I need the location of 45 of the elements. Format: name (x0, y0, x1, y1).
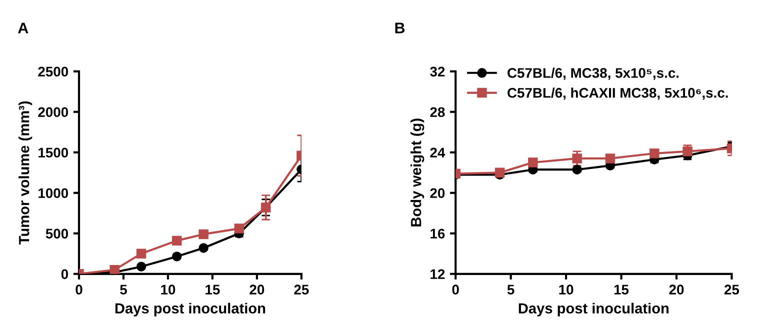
x-tick-label: 15 (206, 284, 220, 295)
y-tick-label: 24 (430, 148, 446, 158)
point (136, 248, 146, 259)
y-tick-label: 16 (430, 228, 445, 239)
x-tick-label: 25 (294, 284, 309, 295)
y-axis-title: Body weight (g) (410, 118, 424, 226)
point (650, 148, 660, 158)
point (198, 243, 208, 253)
point (605, 154, 616, 164)
chart-title: A (18, 22, 28, 34)
x-axis-title: Days post inoculation (115, 302, 266, 316)
x-tick-label: 10 (161, 284, 176, 295)
x-tick-label: 5 (507, 284, 514, 295)
y-tick-label: 32 (430, 66, 445, 77)
y-tick-label: 1500 (38, 148, 68, 158)
x-tick-label: 0 (452, 284, 459, 295)
y-tick-label: 500 (46, 228, 68, 239)
x-axis-title: Days post inoculation (518, 302, 669, 316)
point (234, 224, 244, 234)
y-tick-label: 2000 (38, 107, 68, 118)
y-tick-label: 20 (430, 188, 445, 198)
point (682, 146, 692, 156)
x-tick-label: 15 (614, 284, 629, 295)
point (494, 168, 505, 178)
y-axis-title: Tumor volume (mm³) (18, 101, 32, 244)
x-tick-label: 25 (724, 284, 740, 295)
y-tick-label: 28 (430, 107, 445, 118)
point (136, 262, 146, 272)
point (198, 229, 208, 240)
x-tick-label: 20 (250, 284, 264, 295)
point (172, 236, 182, 246)
x-tick-label: 5 (120, 284, 127, 295)
y-tick-label: 1000 (38, 188, 68, 198)
chart-title: B (395, 22, 405, 34)
point (572, 154, 582, 164)
y-tick-label: 0 (61, 269, 68, 280)
point (172, 252, 182, 262)
y-tick-label: 12 (430, 269, 445, 279)
y-tick-label: 2500 (38, 66, 68, 77)
legend-label: C57BL/6, hCAXII MC38, 5x10⁶,s.c. (508, 88, 728, 100)
x-tick-label: 10 (559, 284, 574, 295)
x-tick-label: 20 (669, 284, 684, 295)
point (110, 264, 120, 274)
legend-label: C57BL/6, MC38, 5x10⁵,s.c. (508, 68, 679, 80)
x-tick-label: 0 (76, 284, 82, 295)
